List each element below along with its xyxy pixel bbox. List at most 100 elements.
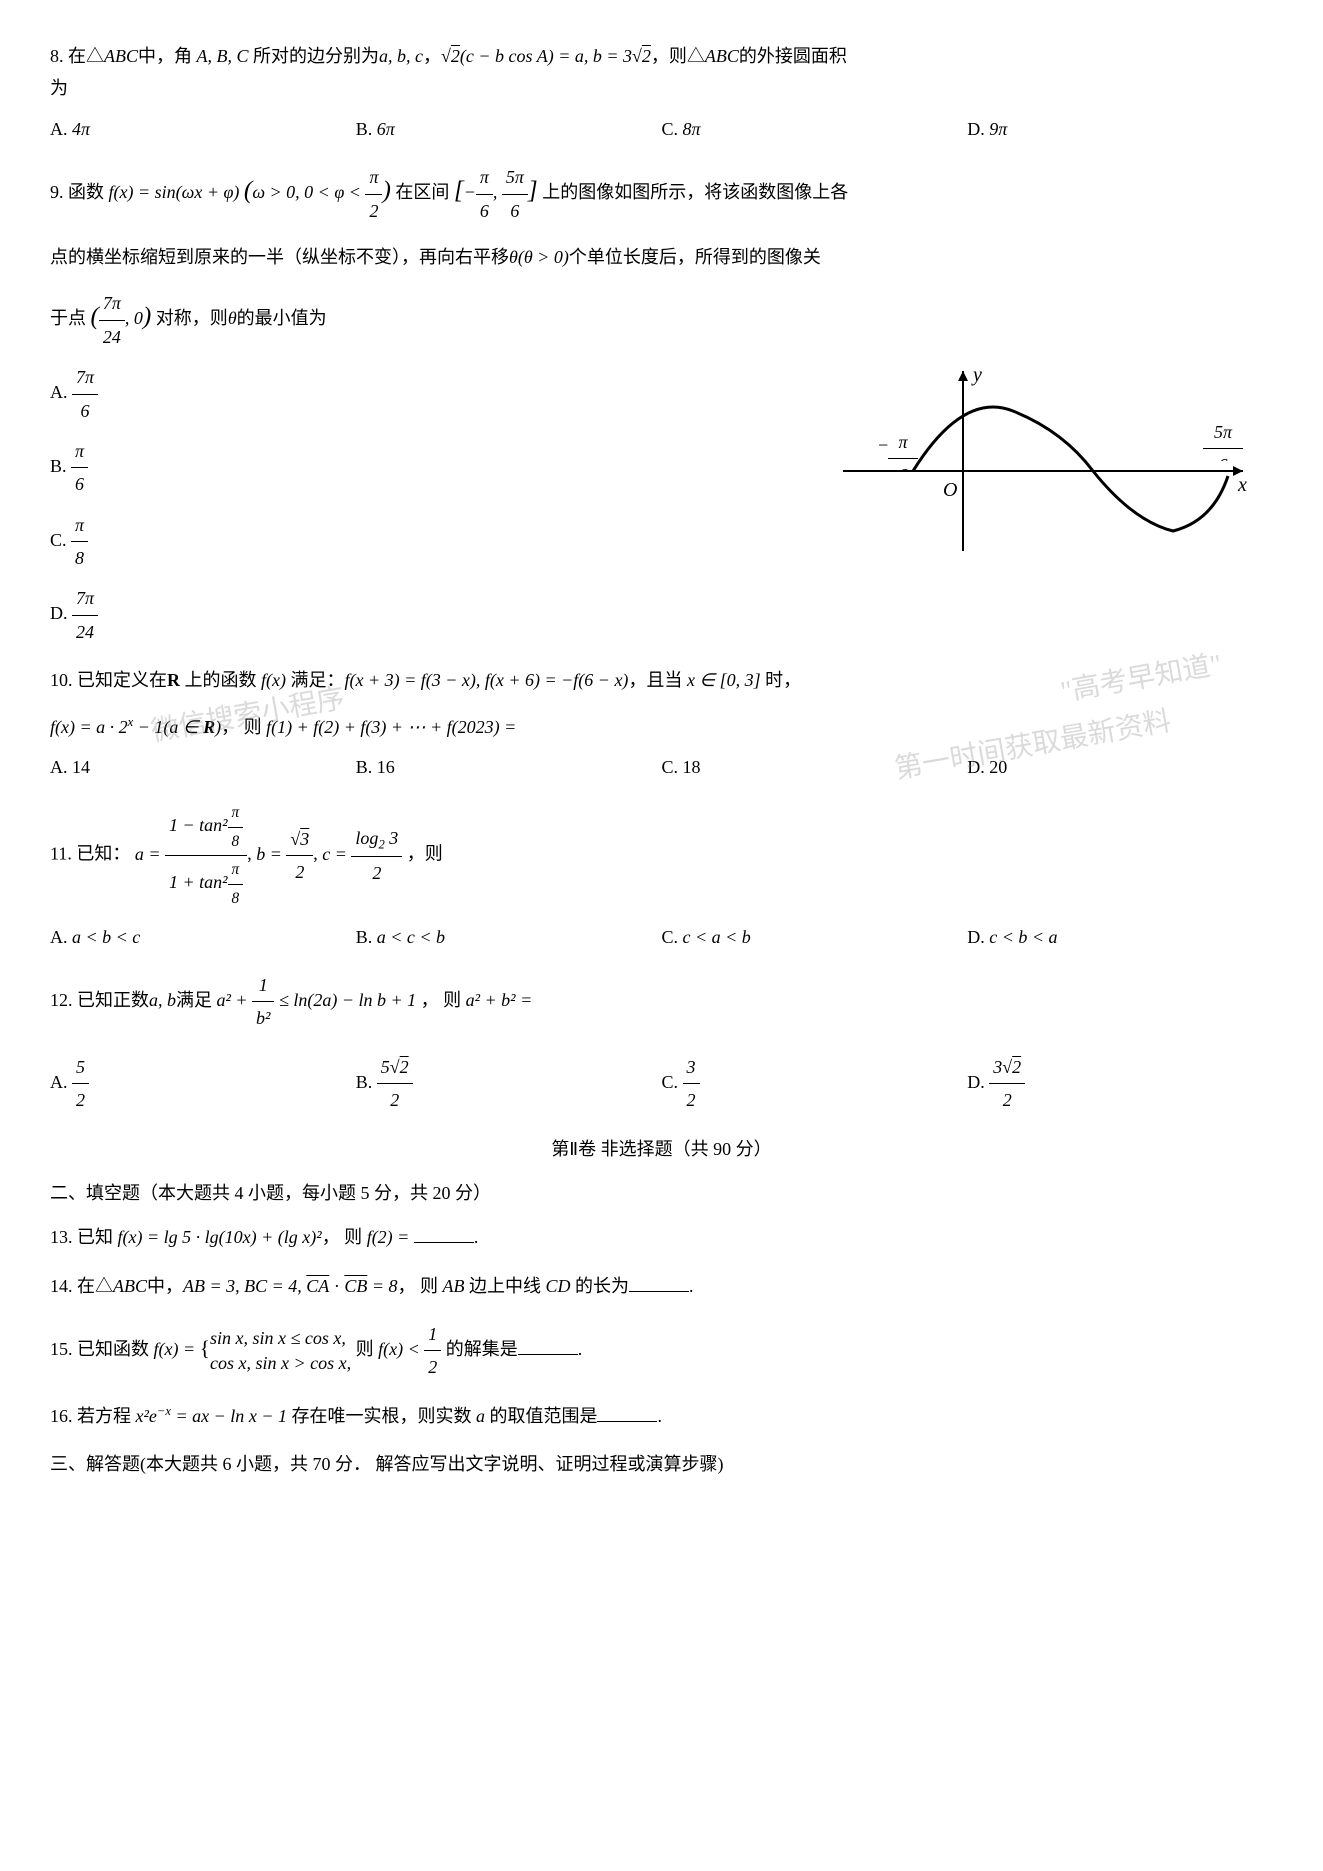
q10-b: 16 [377, 757, 395, 777]
q9-pd: 24 [99, 321, 125, 353]
part3-heading: 三、解答题(本大题共 6 小题，共 70 分． 解答应写出文字说明、证明过程或演… [50, 1448, 1273, 1480]
q15-p: . [578, 1339, 583, 1359]
q10-fxdef: f(x) = a · 2x − 1(a ∈ R) [50, 717, 221, 737]
q12-dd: 2 [989, 1084, 1025, 1116]
q9-dd: 24 [72, 616, 98, 648]
q11-number: 11. [50, 844, 72, 864]
q9-t4: 点的横坐标缩短到原来的一半（纵坐标不变），再向右平移 [50, 247, 509, 267]
question-12: 12. 已知正数a, b满足 a² + 1b² ≤ ln(2a) − ln b … [50, 969, 1273, 1117]
question-14: 14. 在△ABC中，AB = 3, BC = 4, CA · CB = 8， … [50, 1270, 1273, 1302]
q11-and: 8 [228, 828, 244, 856]
q11-adn: π [228, 856, 244, 885]
q16-t2: 存在唯一实根，则实数 [287, 1406, 476, 1426]
q12-cd: 2 [683, 1084, 700, 1116]
question-15: 15. 已知函数 f(x) = { sin x, sin x ≤ cos x, … [50, 1318, 1273, 1384]
q12-ad: 2 [72, 1084, 89, 1116]
q8-opt-a: A. 4π [50, 113, 356, 145]
q14-number: 14. [50, 1276, 73, 1296]
q11-b: b = √32 [256, 844, 313, 864]
question-16: 16. 若方程 x²e−x = ax − ln x − 1 存在唯一实根，则实数… [50, 1400, 1273, 1432]
q14-t5: 的长为 [571, 1276, 630, 1296]
q10-d: 20 [989, 757, 1007, 777]
q8-wei: 为 [50, 72, 1273, 104]
q10-form: f(x + 3) = f(3 − x), f(x + 6) = −f(6 − x… [344, 670, 628, 690]
q10-fx: f(x) [261, 670, 286, 690]
q11-oc: c < a < b [683, 927, 751, 947]
q10-R: R [167, 670, 180, 690]
q9-cd: 8 [71, 542, 88, 574]
q9-cfn: π [365, 161, 382, 194]
q14-t2: 中， [147, 1276, 183, 1296]
q8-opt-b: B. 6π [356, 113, 662, 145]
q15-fx: f(x) = [154, 1339, 200, 1359]
q12-res: a² + b² = [466, 990, 533, 1010]
q8-mid: 中，角 [138, 46, 197, 66]
sine-graph-icon: y x O − π6 5π6 [833, 361, 1253, 561]
q12-options: A. 52 B. 5√22 C. 32 D. 3√22 [50, 1051, 1273, 1117]
q8-pre: 在△ [68, 46, 104, 66]
q16-p: . [657, 1406, 662, 1426]
q14-t1: 在△ [77, 1276, 113, 1296]
q16-t1: 若方程 [77, 1406, 136, 1426]
q8-mid2: 所对的边分别为 [249, 46, 380, 66]
q10-opt-b: B. 16 [356, 751, 662, 783]
q14-ab: AB [442, 1276, 464, 1296]
q8-angles: A, B, C [197, 46, 249, 66]
q8-tri2: ABC [705, 46, 739, 66]
q13-number: 13. [50, 1227, 73, 1247]
q9-t6: 于点 [50, 308, 86, 328]
q8-number: 8. [50, 46, 64, 66]
q10-line2: 微信搜索小程序 第一时间获取最新资料 f(x) = a · 2x − 1(a ∈… [50, 711, 1273, 743]
q12-t2: 满足 [176, 990, 217, 1010]
q14-g: AB = 3, BC = 4, [183, 1276, 306, 1296]
q14-blank [629, 1291, 689, 1292]
q15-hn: 1 [424, 1318, 441, 1351]
q11-opt-b: B. a < c < b [356, 921, 662, 953]
q12-ab: a, b [149, 990, 176, 1010]
q10-t1: 已知定义在 [77, 670, 167, 690]
q10-t2: 上的函数 [180, 670, 261, 690]
q9-t2: 在区间 [395, 182, 449, 202]
q15-p1: sin x, sin x ≤ cos x, [210, 1326, 351, 1351]
q11-cd: 2 [351, 857, 402, 889]
q11-add: 8 [228, 885, 244, 913]
q12-number: 12. [50, 990, 73, 1010]
left-tick-neg: − [878, 435, 888, 455]
q10-t4: ，且当 [628, 670, 687, 690]
q8-opt-d: D. 9π [967, 113, 1273, 145]
q10-cond: x ∈ [0, 3] [687, 670, 761, 690]
q11-c: c = log2 32 [322, 844, 402, 864]
q8-options: A. 4π B. 6π C. 8π D. 9π [50, 113, 1273, 145]
q9-th: θ [228, 308, 237, 328]
q12-opt-d: D. 3√22 [967, 1051, 1273, 1117]
watermark-1: "高考早知道" [1057, 640, 1226, 718]
q15-p2: cos x, sin x > cos x, [210, 1351, 351, 1376]
q16-number: 16. [50, 1406, 73, 1426]
q12-opt-c: C. 32 [662, 1051, 968, 1117]
q9-t8: 的最小值为 [237, 308, 327, 328]
q12-fn: 1 [252, 969, 274, 1002]
q10-t5: 时， [761, 670, 802, 690]
q15-t2: 则 [356, 1339, 379, 1359]
q12-cn: 3 [683, 1051, 700, 1084]
question-9: 9. 函数 f(x) = sin(ωx + φ) (ω > 0, 0 < φ <… [50, 161, 1273, 648]
q9-line2: 点的横坐标缩短到原来的一半（纵坐标不变），再向右平移θ(θ > 0)个单位长度后… [50, 241, 1273, 273]
q9-graph: y x O − π6 5π6 [833, 361, 1253, 571]
q10-sum: f(1) + f(2) + f(3) + ⋯ + f(2023) = [266, 717, 516, 737]
q13-p: . [474, 1227, 479, 1247]
q10-a: 14 [72, 757, 90, 777]
q9-options-wrap: A. 7π6 B. π6 C. π8 D. 7π24 y x O − π6 5π… [50, 361, 1273, 648]
q15-t3: 的解集是 [441, 1339, 518, 1359]
q15-blank [518, 1354, 578, 1355]
q14-p: . [689, 1276, 694, 1296]
q11-oa: a < b < c [72, 927, 140, 947]
q11-t1: 已知： [76, 844, 130, 864]
x-axis-label: x [1237, 474, 1247, 496]
part2-heading: 二、填空题（本大题共 4 小题，每小题 5 分，共 20 分） [50, 1177, 1273, 1209]
q16-a: a [476, 1406, 485, 1426]
q16-blank [597, 1421, 657, 1422]
q8-text: 在△ABC中，角 A, B, C 所对的边分别为a, b, c，√2(c − b… [68, 46, 847, 66]
q9-fx: f(x) = sin(ωx + φ) [109, 182, 240, 202]
q9-t7: 对称，则 [156, 308, 228, 328]
origin-label: O [943, 479, 957, 501]
